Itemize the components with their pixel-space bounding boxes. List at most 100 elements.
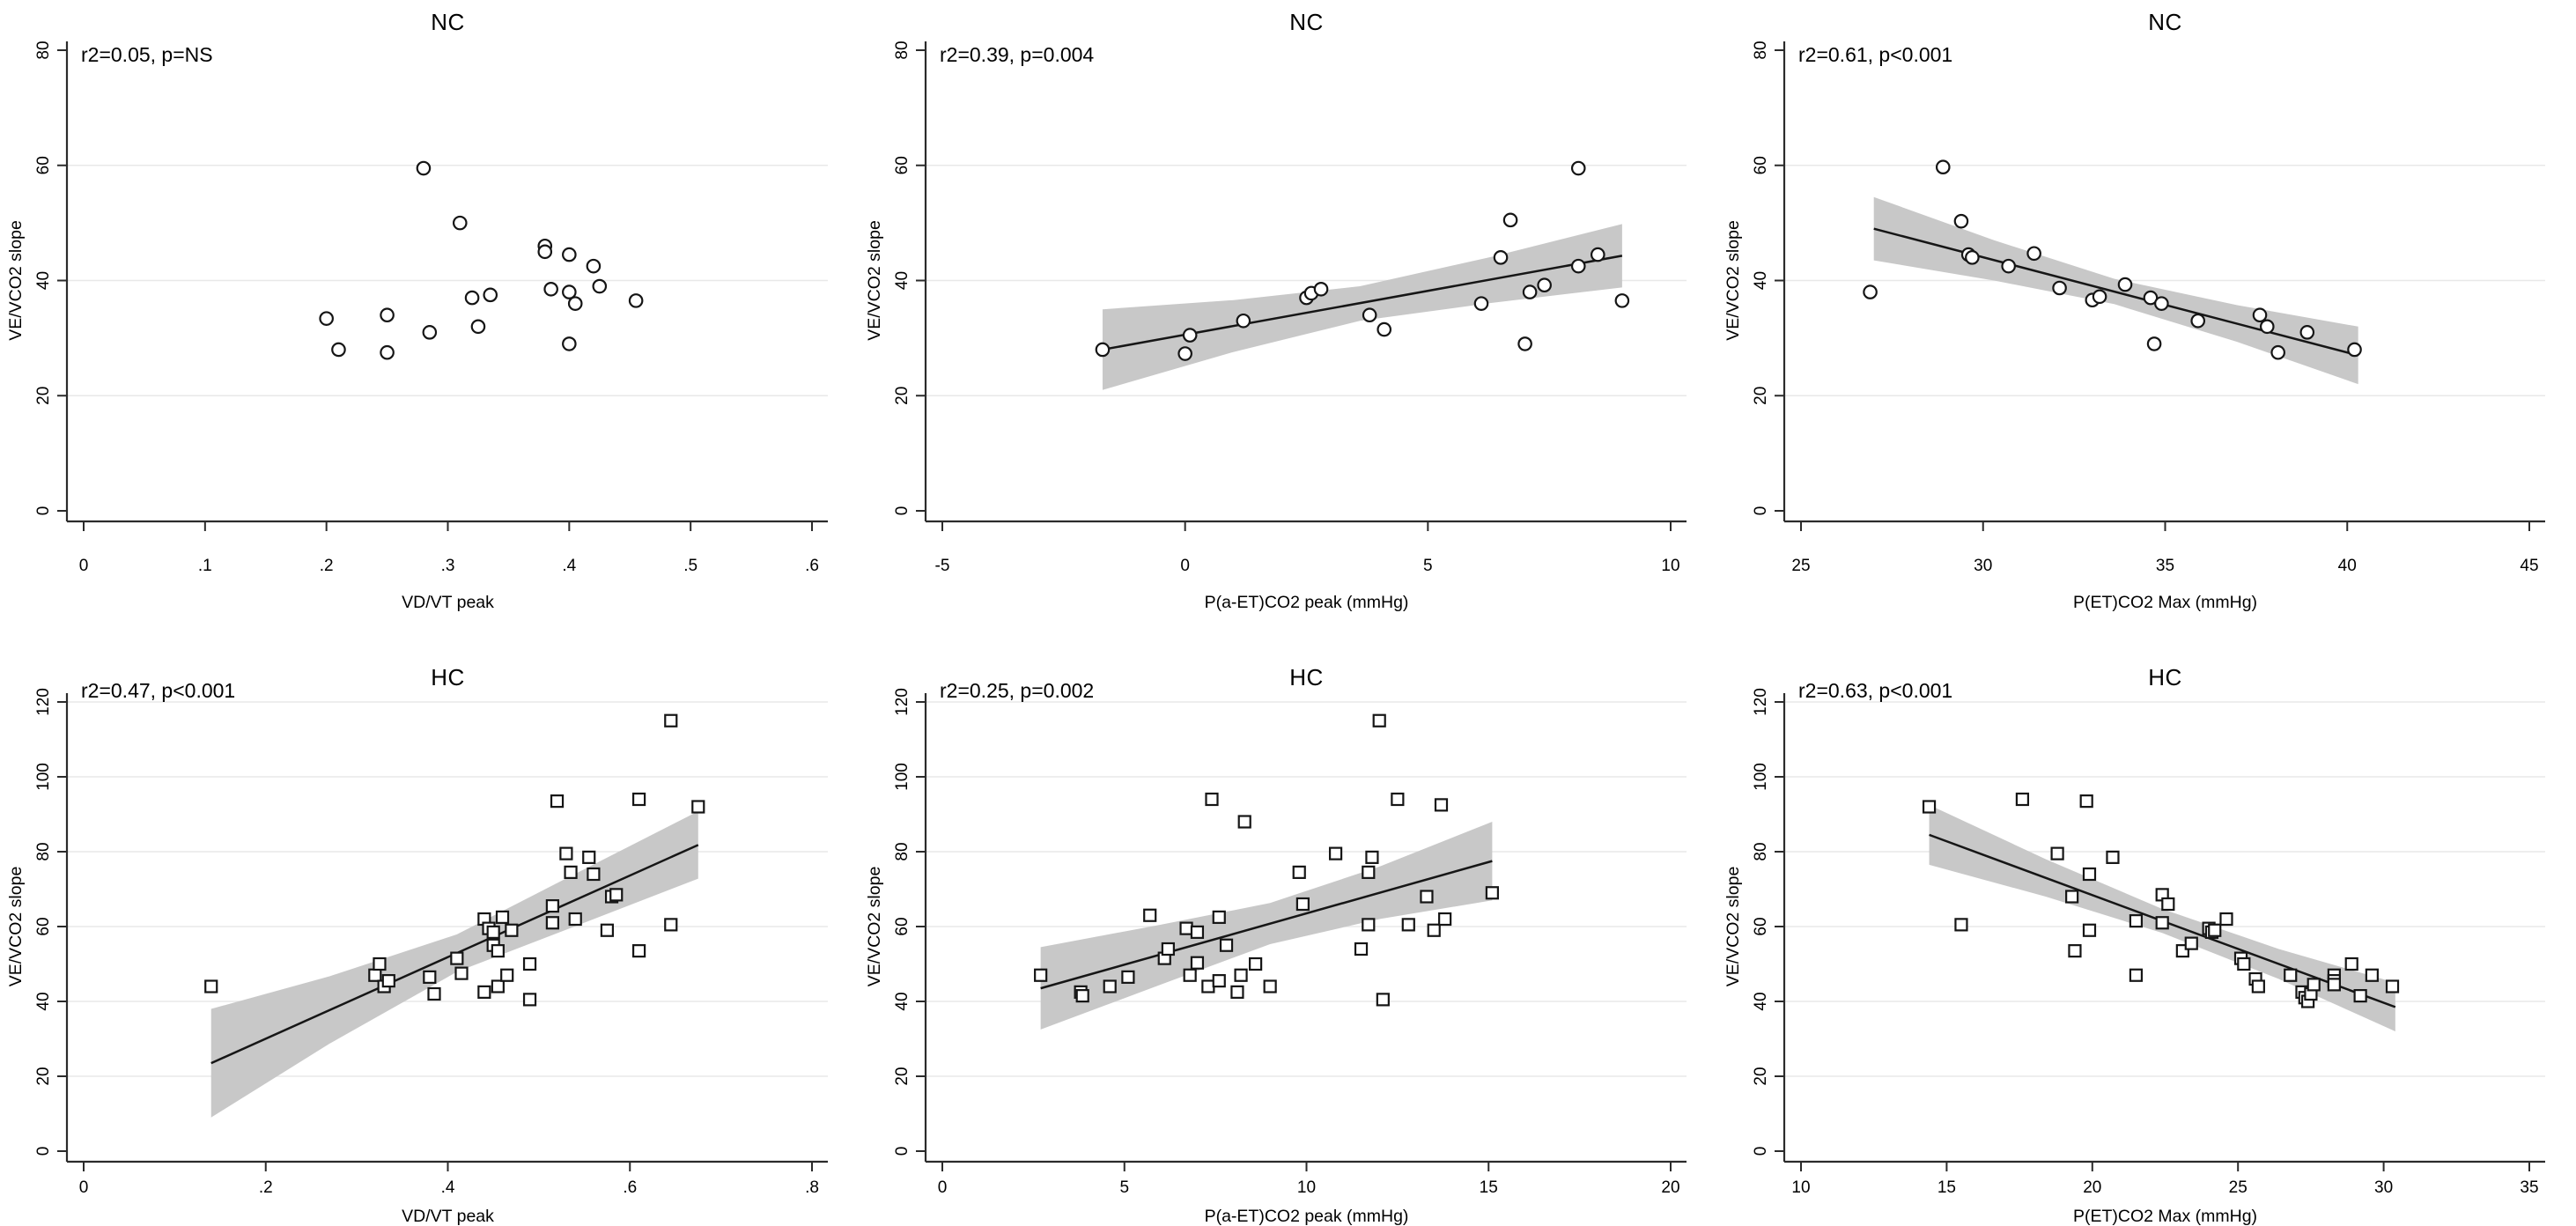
data-point-marker — [2270, 344, 2285, 360]
y-tick-label: 100 — [34, 763, 53, 791]
data-point-marker — [562, 284, 577, 299]
data-point-marker — [1362, 918, 1376, 932]
panel-chart-hc-pa-etco2: 0 20 40 60 80 100 120 0 5 10 15 20 P(a-ET)CO2 peak (… — [865, 664, 1687, 1226]
axes: 0 20 40 60 80 25 30 35 40 45 — [1752, 41, 2545, 575]
data-point-marker — [1182, 328, 1198, 343]
x-tick-label: 20 — [2083, 1178, 2101, 1197]
data-point-marker — [1391, 792, 1405, 807]
y-tick-label: 0 — [34, 506, 53, 516]
y-tick-label: 60 — [893, 156, 912, 174]
panel-chart-nc-pa-etco2: 0 20 40 60 80 -5 0 5 10 P(a-ET)CO2 peak (mmHg) VE/… — [865, 9, 1687, 612]
data-point-marker — [2129, 914, 2144, 928]
data-point-marker — [1570, 258, 1586, 274]
data-point-marker — [2284, 968, 2298, 982]
x-tick-label: 5 — [1423, 557, 1433, 575]
regression-line — [1873, 227, 2358, 357]
data-point-marker — [491, 944, 505, 958]
data-point-marker — [1095, 342, 1111, 358]
data-point-marker — [2259, 319, 2275, 335]
y-tick-label: 20 — [34, 1067, 53, 1085]
data-point-marker — [1420, 890, 1434, 904]
x-axis-label: VD/VT peak — [402, 1207, 494, 1226]
data-point-marker — [1922, 800, 1937, 814]
x-tick-label: 5 — [1119, 1178, 1129, 1197]
y-gridlines — [926, 701, 1687, 1077]
data-point-marker — [477, 985, 491, 999]
data-point-marker — [609, 888, 624, 902]
y-tick-label: 80 — [893, 842, 912, 860]
data-point-marker — [2050, 846, 2064, 860]
x-tick-label: 10 — [1791, 1178, 1810, 1197]
y-tick-label: 20 — [34, 387, 53, 405]
y-tick-label: 0 — [893, 1147, 912, 1156]
data-points — [1863, 159, 2362, 360]
data-point-marker — [1362, 865, 1376, 879]
data-point-marker — [564, 865, 578, 879]
panel-chart-hc-vdvt: 0 20 40 60 80 100 120 0 .2 .4 .6 .8 VD/VT peak VE/VCO… — [6, 664, 828, 1226]
panel-title: NC — [1289, 9, 1324, 35]
y-tick-label: 40 — [34, 271, 53, 290]
y-tick-label: 0 — [34, 1147, 53, 1156]
y-tick-label: 80 — [893, 41, 912, 59]
data-point-marker — [1570, 160, 1586, 176]
data-point-marker — [550, 794, 565, 809]
data-point-marker — [545, 899, 559, 913]
x-tick-label: .8 — [805, 1178, 819, 1197]
data-point-marker — [1103, 979, 1117, 993]
x-tick-label: 30 — [1974, 557, 1992, 575]
data-point-marker — [1377, 321, 1392, 337]
data-point-marker — [1179, 921, 1193, 935]
data-point-marker — [2184, 936, 2198, 950]
data-point-marker — [2052, 280, 2067, 296]
data-point-marker — [319, 311, 334, 326]
panel-chart-nc-vdvt: 0 20 40 60 80 0 .1 .2 .3 .4 .5 .6 VD/VT peak VE/VCO2 … — [6, 9, 828, 612]
x-tick-label: .2 — [259, 1178, 273, 1197]
data-point-marker — [505, 923, 519, 937]
data-point-marker — [2219, 912, 2233, 927]
data-point-marker — [450, 951, 464, 965]
data-point-marker — [470, 319, 486, 335]
data-point-marker — [416, 160, 432, 176]
data-point-marker — [1236, 313, 1251, 329]
y-tick-label: 80 — [1752, 842, 1770, 860]
data-point-marker — [1249, 956, 1263, 971]
data-point-marker — [2129, 968, 2144, 982]
panel-annotation: r2=0.61, p<0.001 — [1798, 43, 1952, 66]
data-point-marker — [1493, 250, 1509, 265]
y-tick-label: 60 — [1752, 917, 1770, 935]
data-point-marker — [1121, 970, 1135, 984]
x-axis-label: VD/VT peak — [402, 593, 494, 612]
data-point-marker — [2082, 867, 2097, 882]
x-tick-label: 15 — [1938, 1178, 1956, 1197]
data-point-marker — [2208, 923, 2222, 937]
y-tick-label: 60 — [34, 156, 53, 174]
data-point-marker — [537, 244, 553, 260]
data-point-marker — [1354, 942, 1369, 956]
data-point-marker — [1473, 296, 1489, 311]
panel-title: NC — [431, 9, 465, 35]
data-point-marker — [427, 986, 441, 1001]
data-point-marker — [1935, 159, 1951, 175]
data-point-marker — [2065, 890, 2079, 904]
data-point-marker — [664, 918, 678, 932]
x-axis-label: P(a-ET)CO2 peak (mmHg) — [1205, 593, 1409, 612]
y-tick-label: 100 — [1752, 763, 1770, 791]
axes: 0 20 40 60 80 0 .1 .2 .3 .4 .5 .6 — [34, 41, 828, 575]
panel-title: HC — [431, 664, 465, 691]
x-tick-label: .4 — [562, 557, 576, 575]
data-point-marker — [568, 912, 582, 927]
data-point-marker — [2079, 794, 2093, 809]
data-point-marker — [664, 713, 678, 727]
data-point-marker — [2161, 897, 2175, 912]
data-points — [204, 713, 705, 1007]
x-tick-label: 0 — [938, 1178, 948, 1197]
data-point-marker — [2237, 956, 2251, 971]
data-point-marker — [464, 290, 480, 306]
data-point-marker — [483, 287, 498, 303]
data-point-marker — [562, 247, 577, 262]
data-point-marker — [1292, 865, 1306, 879]
y-tick-label: 40 — [893, 271, 912, 290]
data-point-marker — [631, 944, 646, 958]
data-point-marker — [1075, 989, 1089, 1003]
